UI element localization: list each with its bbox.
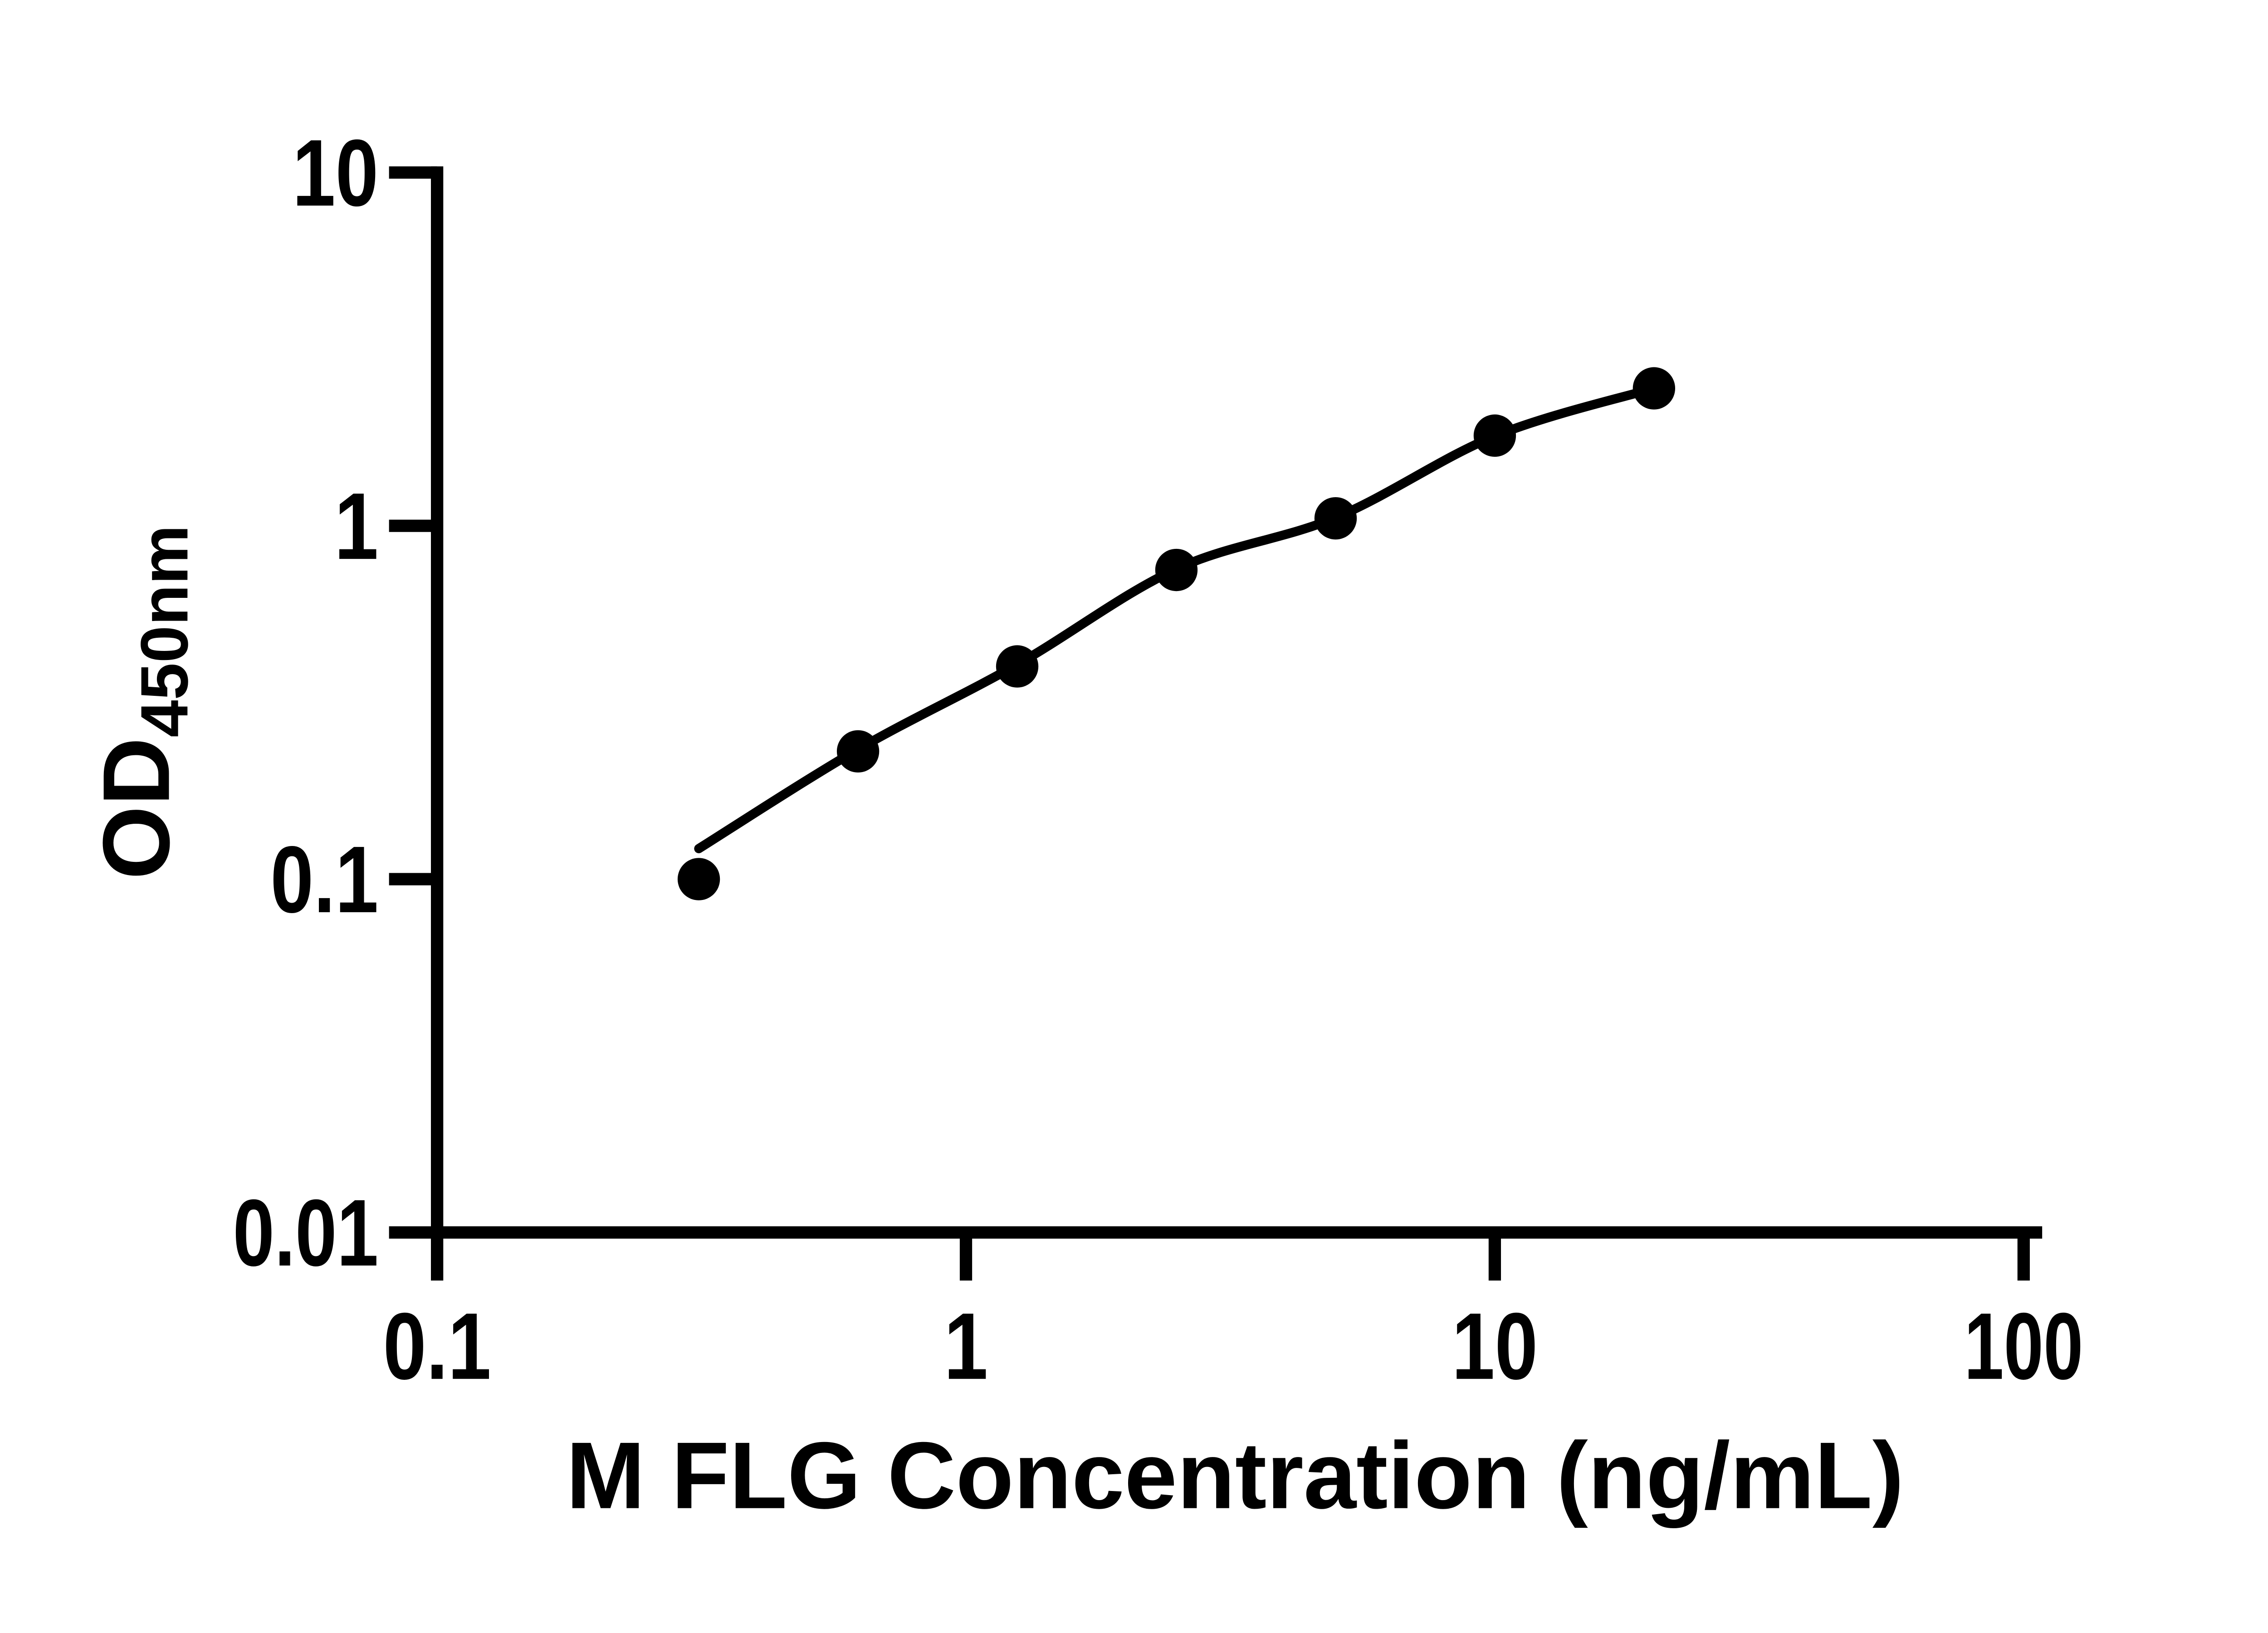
axis-ticks xyxy=(389,166,2030,1281)
data-point-marker xyxy=(1155,548,1198,592)
data-point-markers xyxy=(677,367,1676,900)
y-tick-label: 1 xyxy=(334,474,378,579)
data-point-marker xyxy=(836,730,880,773)
x-tick-label: 1 xyxy=(944,1294,988,1399)
data-point-marker xyxy=(996,645,1039,688)
x-tick-label: 10 xyxy=(1452,1294,1538,1399)
y-axis-title: OD450nm xyxy=(83,525,202,880)
y-tick-label: 0.01 xyxy=(233,1180,378,1286)
y-tick-label: 0.1 xyxy=(270,827,378,933)
data-point-marker xyxy=(1473,414,1516,457)
y-axis-title-main: OD xyxy=(83,738,189,880)
data-point-marker xyxy=(1633,367,1676,410)
y-axis-title-subscript: 450nm xyxy=(127,525,202,737)
axes xyxy=(431,166,2043,1239)
x-tick-label: 0.1 xyxy=(383,1294,491,1399)
data-point-marker xyxy=(1314,497,1357,540)
x-tick-label: 100 xyxy=(1964,1294,2083,1399)
data-point-marker xyxy=(677,858,720,900)
x-axis-title: M FLG Concentration (ng/mL) xyxy=(566,1423,1904,1529)
chart-background xyxy=(0,22,2268,1611)
y-tick-label: 10 xyxy=(293,120,379,226)
